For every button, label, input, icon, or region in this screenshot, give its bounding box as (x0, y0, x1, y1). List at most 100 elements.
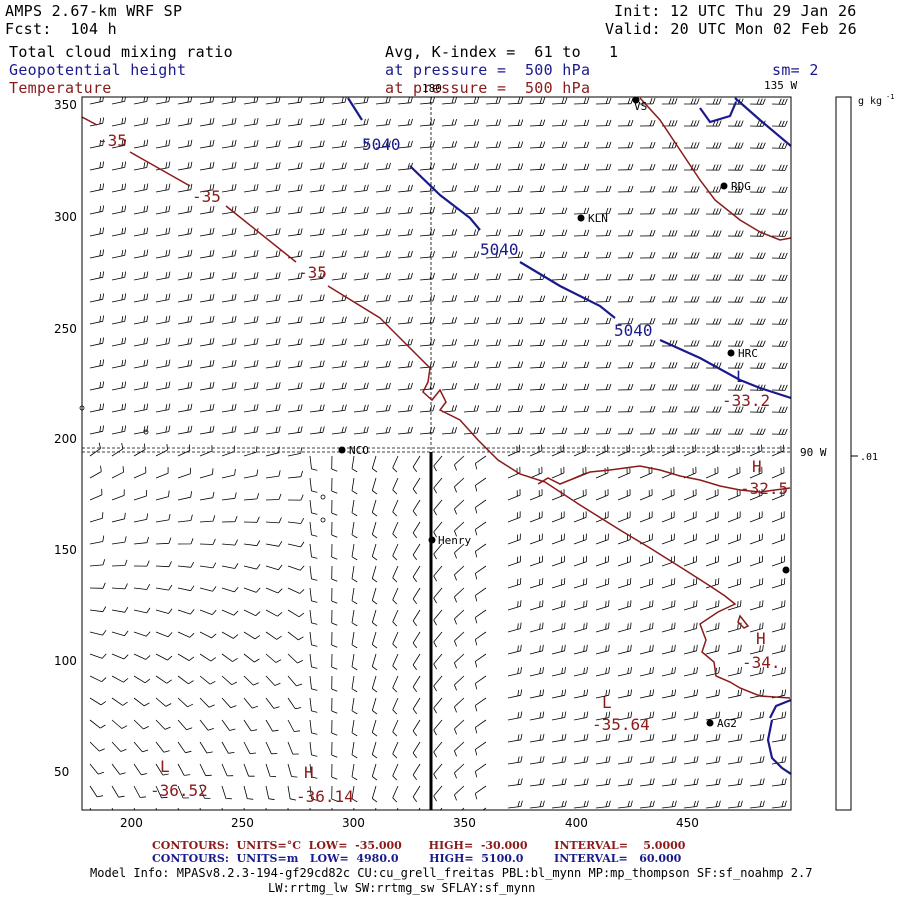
x-tick-label: 350 (453, 816, 476, 830)
wind-barb (111, 697, 128, 706)
model-info-line2: LW:rrtmg_lw SW:rrtmg_sw SFLAY:sf_mynn (268, 881, 536, 895)
wind-barb (89, 97, 104, 105)
wind-barb (351, 675, 358, 693)
wind-barb (771, 252, 788, 259)
wind-barb (551, 444, 565, 457)
wind-barb (482, 807, 487, 810)
wind-barb (727, 274, 744, 281)
wind-barb (727, 296, 744, 303)
wind-barb (371, 653, 378, 671)
wind-barb (727, 186, 744, 193)
wind-barb (89, 465, 102, 479)
wind-barb (485, 295, 502, 303)
wind-barb (371, 785, 378, 803)
wind-barb (155, 537, 172, 545)
wind-barb (412, 697, 421, 715)
wind-barb (749, 600, 764, 611)
wind-barb (177, 467, 191, 479)
wind-barb (111, 359, 127, 369)
wind-barb (265, 316, 281, 325)
wind-barb (331, 140, 347, 149)
wind-barb (309, 316, 325, 325)
wind-barb (749, 578, 764, 589)
wind-barb (771, 711, 787, 721)
wind-barb (243, 382, 259, 391)
wind-barb (155, 741, 170, 753)
y-tick-label: 300 (54, 210, 77, 224)
wind-barb (243, 719, 258, 732)
wind-barb (133, 271, 149, 281)
wind-barb (441, 206, 457, 215)
wind-barb (573, 207, 590, 215)
wind-barb (221, 697, 237, 709)
wind-barb (433, 609, 443, 626)
wind-barb (661, 318, 678, 325)
wind-barb (705, 406, 722, 413)
wind-barb (375, 382, 391, 391)
x-tick-label: 300 (342, 816, 365, 830)
wind-barb (727, 444, 741, 457)
wind-barb (485, 273, 502, 281)
wind-barb (529, 511, 543, 523)
wind-barb (749, 778, 765, 787)
wind-barb (309, 404, 325, 413)
wind-barb (727, 689, 743, 699)
wind-barb (727, 489, 741, 501)
wind-barb (551, 361, 568, 369)
wind-barb (433, 785, 443, 802)
wind-barb (412, 675, 421, 693)
wind-barb (353, 184, 369, 193)
wind-barb (419, 294, 435, 303)
wind-barb (155, 293, 171, 303)
wind-barb (639, 800, 655, 809)
wind-barb (551, 800, 567, 809)
wind-barb (331, 118, 347, 127)
wind-barb (441, 360, 457, 369)
wind-barb (529, 207, 546, 215)
wind-barb (454, 763, 465, 779)
wind-barb (287, 294, 303, 303)
wind-barb (749, 340, 766, 347)
wind-barb (683, 533, 697, 545)
wind-barb (177, 653, 195, 661)
wind-barb (661, 164, 678, 171)
wind-barb (177, 585, 195, 592)
wind-barb (221, 293, 237, 303)
wind-barb (287, 447, 303, 457)
wind-barb (412, 785, 421, 803)
wind-barb (463, 317, 480, 325)
wind-barb (507, 578, 522, 589)
wind-barb (287, 565, 305, 571)
wind-barb (661, 406, 678, 413)
wind-barb (309, 543, 318, 559)
wind-barb (309, 653, 318, 669)
wind-barb (474, 587, 487, 602)
wind-barb (771, 274, 788, 281)
extremum-low-letter: L (160, 757, 170, 776)
wind-barb (529, 141, 546, 149)
wind-barb (661, 296, 678, 303)
wind-barb (595, 533, 609, 545)
wind-barb (412, 521, 421, 539)
wind-barb (507, 383, 524, 391)
wind-barb (371, 565, 378, 583)
wind-barb (639, 295, 656, 303)
wind-barb (639, 207, 656, 215)
wind-barb (683, 800, 699, 809)
wind-barb (177, 117, 193, 127)
wind-barb (133, 560, 150, 567)
wind-barb (617, 207, 634, 215)
wind-barb (529, 317, 546, 325)
extremum-low-letter: L (736, 367, 746, 386)
wind-barb (371, 499, 378, 517)
wind-barb (573, 489, 587, 501)
wind-barb (221, 249, 237, 259)
wind-barb (573, 733, 589, 743)
extremum-value: -35.64 (592, 715, 650, 734)
wind-barb (309, 140, 325, 149)
wind-barb (221, 563, 239, 569)
wind-barb (412, 609, 421, 627)
wind-barb (727, 142, 744, 149)
wind-barb (551, 644, 566, 655)
wind-barb (595, 711, 611, 721)
